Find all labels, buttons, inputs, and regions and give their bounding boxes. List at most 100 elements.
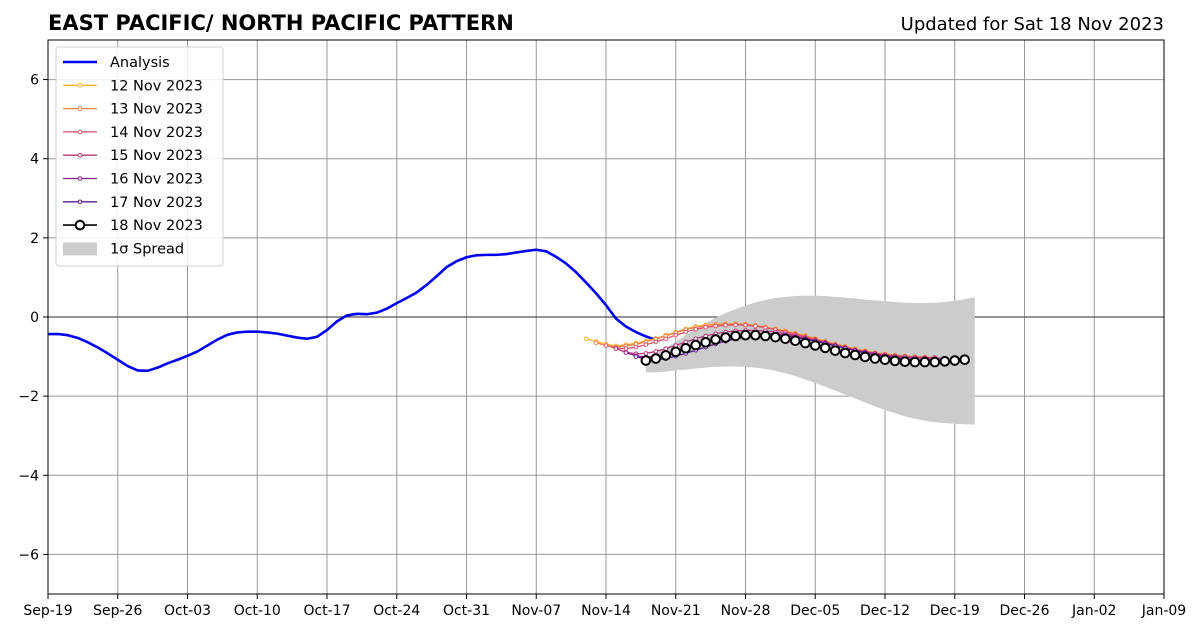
latest-forecast-point bbox=[869, 353, 881, 364]
forecast-point bbox=[753, 323, 758, 329]
latest-forecast-point bbox=[919, 356, 931, 368]
legend-box bbox=[55, 46, 224, 267]
forecast-point bbox=[723, 323, 728, 328]
forecast-point bbox=[643, 351, 649, 356]
latest-forecast-layer bbox=[640, 329, 971, 368]
x-tick-label: Jan-02 bbox=[1071, 603, 1116, 619]
y-tick-label: 6 bbox=[30, 73, 39, 89]
latest-forecast-point bbox=[790, 335, 801, 347]
latest-forecast-point bbox=[730, 330, 741, 342]
legend-marker bbox=[77, 176, 83, 181]
legend-label: 16 Nov 2023 bbox=[110, 172, 203, 188]
latest-forecast-point bbox=[939, 356, 951, 367]
legend-label: 14 Nov 2023 bbox=[110, 125, 203, 141]
latest-forecast-point bbox=[690, 339, 701, 351]
legend-label: 15 Nov 2023 bbox=[110, 148, 203, 164]
legend-label: 17 Nov 2023 bbox=[110, 195, 203, 211]
legend-label: 13 Nov 2023 bbox=[110, 102, 203, 118]
latest-forecast-point bbox=[750, 329, 761, 341]
legend-label: Analysis bbox=[110, 55, 170, 71]
x-tick-label: Oct-31 bbox=[443, 603, 490, 619]
x-tick-label: Dec-26 bbox=[1000, 603, 1050, 619]
forecast-point bbox=[603, 343, 609, 348]
x-tick-label: Nov-14 bbox=[581, 603, 631, 619]
latest-forecast-point bbox=[780, 333, 791, 345]
forecast-point bbox=[703, 324, 708, 330]
forecast-point bbox=[643, 342, 649, 348]
legend-marker bbox=[74, 219, 86, 231]
y-tick-label: 0 bbox=[30, 310, 39, 326]
chart-subtitle: Updated for Sat 18 Nov 2023 bbox=[901, 14, 1164, 35]
latest-forecast-point bbox=[740, 329, 751, 341]
forecast-point bbox=[623, 350, 629, 355]
latest-forecast-point bbox=[650, 353, 662, 364]
latest-forecast-point bbox=[700, 337, 711, 348]
forecast-point bbox=[613, 346, 619, 351]
forecast-point bbox=[733, 322, 738, 328]
legend-label: 1σ Spread bbox=[110, 241, 184, 257]
forecast-point bbox=[623, 346, 629, 351]
x-tick-label: Nov-21 bbox=[651, 603, 701, 619]
analysis-layer bbox=[48, 248, 657, 373]
latest-forecast-point bbox=[809, 340, 821, 351]
latest-forecast-point bbox=[949, 355, 961, 366]
forecast-point bbox=[663, 336, 669, 342]
latest-forecast-point bbox=[959, 354, 971, 366]
x-tick-label: Dec-05 bbox=[790, 603, 840, 619]
y-tick-label: −6 bbox=[18, 547, 39, 563]
analysis-line bbox=[48, 248, 657, 373]
latest-forecast-point bbox=[839, 347, 851, 359]
chart-title: EAST PACIFIC/ NORTH PACIFIC PATTERN bbox=[48, 11, 514, 35]
latest-forecast-point bbox=[879, 354, 891, 366]
latest-forecast-point bbox=[640, 355, 652, 366]
legend-label: 18 Nov 2023 bbox=[110, 218, 203, 234]
x-tick-label: Oct-03 bbox=[164, 603, 211, 619]
forecast-point bbox=[713, 323, 718, 329]
x-tick-label: Sep-19 bbox=[23, 603, 72, 619]
x-tick-label: Jan-09 bbox=[1141, 603, 1186, 619]
latest-forecast-point bbox=[899, 356, 911, 368]
legend-marker bbox=[77, 129, 83, 135]
legend-label: 12 Nov 2023 bbox=[110, 78, 203, 94]
legend: Analysis 12 Nov 2023 13 Nov 2023 14 Nov 202… bbox=[55, 46, 224, 267]
spread-band bbox=[645, 295, 975, 425]
x-tick-label: Oct-17 bbox=[303, 603, 350, 619]
x-tick-label: Dec-12 bbox=[860, 603, 910, 619]
x-tick-label: Dec-19 bbox=[930, 603, 980, 619]
forecast-point bbox=[633, 344, 639, 350]
latest-forecast-point bbox=[680, 342, 692, 354]
x-tick-label: Oct-24 bbox=[373, 603, 420, 619]
latest-forecast-point bbox=[859, 351, 871, 363]
forecast-point bbox=[583, 336, 589, 342]
latest-forecast-point bbox=[909, 356, 921, 368]
x-tick-label: Oct-10 bbox=[234, 603, 281, 619]
latest-forecast-point bbox=[770, 331, 781, 343]
legend-marker bbox=[77, 83, 83, 88]
x-tick-label: Nov-07 bbox=[511, 603, 561, 619]
latest-forecast-point bbox=[720, 332, 731, 343]
spread-layer bbox=[645, 295, 975, 425]
latest-forecast-point bbox=[660, 350, 672, 361]
y-axis: −6 −4 −2 0 2 4 6 bbox=[18, 73, 48, 563]
latest-forecast-point bbox=[710, 334, 721, 345]
forecast-point bbox=[653, 339, 659, 345]
forecast-point bbox=[633, 354, 639, 359]
y-tick-label: −4 bbox=[18, 468, 39, 484]
forecast-point bbox=[743, 323, 748, 328]
legend-marker bbox=[77, 152, 83, 158]
legend-marker bbox=[77, 199, 83, 205]
legend-handle bbox=[63, 242, 97, 256]
latest-forecast-point bbox=[819, 342, 831, 354]
latest-forecast-point bbox=[829, 345, 841, 356]
latest-forecast-point bbox=[889, 355, 901, 367]
forecast-point bbox=[663, 346, 669, 351]
x-tick-label: Nov-28 bbox=[721, 603, 771, 619]
forecast-point bbox=[673, 332, 679, 338]
forecast-line bbox=[615, 329, 945, 359]
y-tick-label: 2 bbox=[30, 231, 39, 247]
y-tick-label: −2 bbox=[18, 389, 39, 405]
y-tick-label: 4 bbox=[30, 152, 39, 168]
forecast-point bbox=[593, 340, 599, 346]
latest-forecast-point bbox=[760, 330, 771, 342]
